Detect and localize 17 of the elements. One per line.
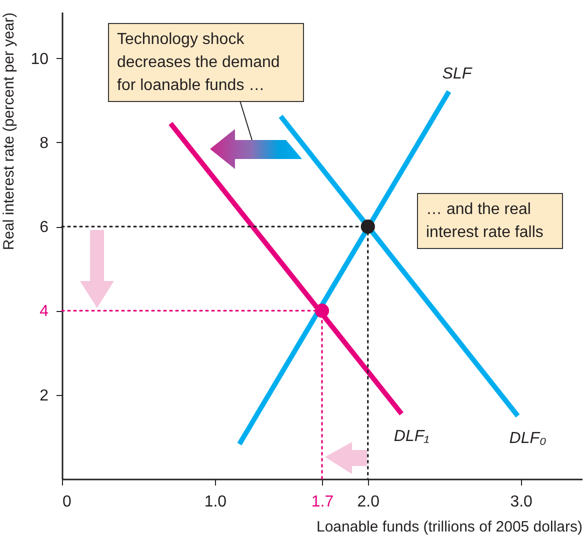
- x-tick-label: 2.0: [357, 494, 380, 510]
- x-tick-label: 1.7: [311, 494, 334, 510]
- y-tick-label: 8: [40, 134, 49, 152]
- y-tick-label: 6: [40, 219, 49, 236]
- x-tick-label: 3.0: [510, 494, 533, 510]
- x-tick-label: 0: [62, 494, 72, 510]
- x-tick-label: 1.0: [204, 494, 227, 510]
- x-axis-title: Loanable funds (trillions of 2005 dollars): [316, 518, 582, 535]
- annotation: Technology shock decreases the demand for loanable funds …: [108, 23, 304, 102]
- y-tick-label: 2: [40, 387, 49, 404]
- y-axis-title: Real interest rate (percent per year): [0, 12, 18, 250]
- series-label: SLF: [442, 66, 473, 83]
- y-tick-label: 10: [30, 50, 49, 68]
- y-tick-label: 4: [40, 303, 49, 320]
- series-label: DLF₀: [509, 430, 547, 447]
- annotation: … and the real interest rate falls: [417, 193, 563, 249]
- series-label: DLF₁: [394, 428, 430, 445]
